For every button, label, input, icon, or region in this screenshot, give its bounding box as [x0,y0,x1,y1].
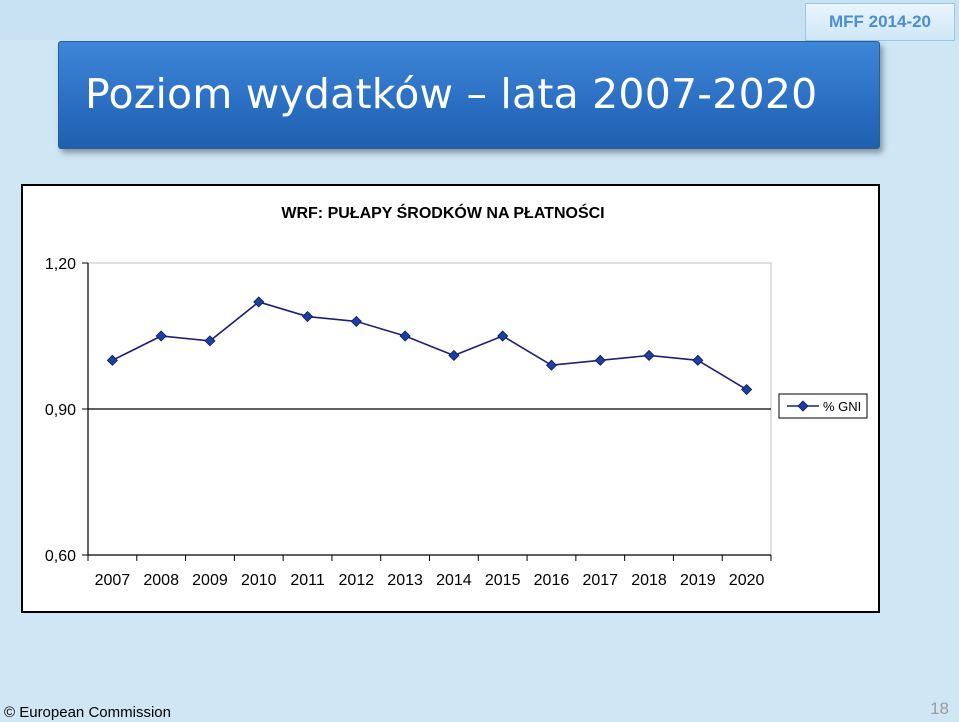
line-chart: WRF: PUŁAPY ŚRODKÓW NA PŁATNOŚCI 1,20 0,9… [45,203,868,589]
x-tick-label: 2015 [485,572,521,589]
data-point [301,310,314,323]
chart-title: WRF: PUŁAPY ŚRODKÓW NA PŁATNOŚCI [281,203,604,222]
data-point [692,354,704,366]
data-point [545,359,558,371]
data-point [350,315,362,327]
x-tick-label: 2020 [729,572,765,589]
page-number: 18 [930,699,949,718]
data-point [204,335,216,347]
x-tick-label: 2017 [582,572,618,589]
chart-panel: WRF: PUŁAPY ŚRODKÓW NA PŁATNOŚCI 1,20 0,9… [21,184,880,613]
x-tick-label: 2010 [241,572,277,589]
title-banner: Poziom wydatków – lata 2007-2020 [58,41,880,149]
data-point [155,330,167,342]
x-tick-label: 2019 [680,572,716,589]
top-band [0,0,959,40]
legend-label: % GNI [823,399,861,414]
slide-title: Poziom wydatków – lata 2007-2020 [85,70,818,118]
data-point [594,354,606,366]
x-tick-label: 2009 [192,572,228,589]
x-tick-label: 2012 [339,572,375,589]
y-tick-label: 1,20 [45,256,76,273]
data-point [741,383,753,396]
copyright-text: © European Commission [4,704,171,721]
x-tick-label: 2014 [436,572,472,589]
data-point [497,330,509,342]
data-point [253,296,265,308]
y-tick-label: 0,60 [45,548,76,565]
x-tick-label: 2007 [95,572,131,589]
data-point [643,349,655,362]
legend-marker [797,400,809,412]
program-badge: MFF 2014-20 [805,3,955,41]
x-tick-label: 2016 [534,572,570,589]
x-tick-label: 2018 [631,572,667,589]
x-tick-label: 2011 [290,572,325,589]
x-tick-label: 2013 [387,572,423,589]
series-line-gni [112,301,748,391]
legend: % GNI [778,393,868,419]
x-tick-label: 2008 [143,572,179,589]
data-point [448,349,460,362]
y-tick-label: 0,90 [45,402,76,419]
data-point [106,354,118,366]
data-point [399,330,411,342]
